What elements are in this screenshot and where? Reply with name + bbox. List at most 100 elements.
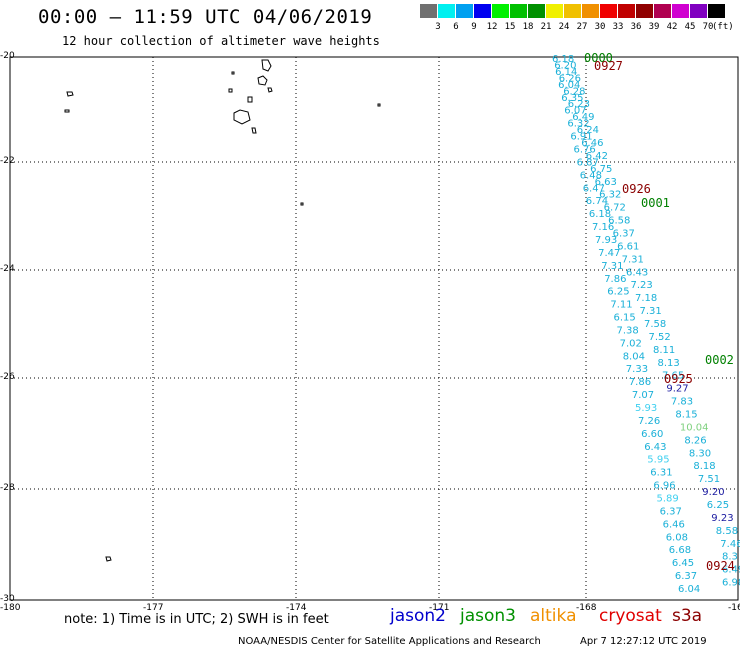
wave-height-value: 6.26 [559,73,581,84]
wave-height-value: 6.37 [613,229,635,240]
pass-time-label: 0927 [594,59,623,73]
latitude-label: -20 [0,51,15,61]
wave-height-value: 5.95 [647,455,669,466]
wave-height-value: 6.25 [707,500,729,511]
wave-height-value: 7.52 [649,332,671,343]
wave-height-value: 7.65 [662,371,684,382]
wave-height-value: 7.18 [635,293,657,304]
color-scale-label: 3 [435,22,441,32]
wave-height-value: 6.43 [644,442,666,453]
wave-height-value: 6.18 [589,209,611,220]
satellite-legend-item: s3a [672,606,703,626]
color-scale-label: 15 [504,22,516,32]
wave-height-value: 7.26 [638,416,660,427]
color-scale-unit: (ft) [712,22,734,32]
island-outline [300,202,304,206]
latitude-label: -22 [0,156,15,166]
island-outline [257,75,268,86]
wave-height-value: 7.23 [631,280,653,291]
wave-height-value: 8.30 [689,448,711,459]
wave-height-value: 6.32 [599,190,621,201]
color-scale-label: 33 [612,22,624,32]
color-scale-swatch [564,4,581,18]
island-outline [377,103,381,107]
wave-height-value: 6.98 [722,578,740,589]
color-scale-swatch [672,4,689,18]
island-outlines [64,59,381,562]
wave-height-value: 6.72 [604,203,626,214]
wave-height-value: 7.02 [620,338,642,349]
island-outline [66,91,74,97]
color-scale-label: 12 [486,22,498,32]
wave-height-value: 6.91 [570,132,592,143]
pass-time-label: 0002 [705,353,734,367]
wave-height-value: 8.15 [675,410,697,421]
wave-height-value: 6.20 [554,61,576,72]
wave-height-value: 7.47 [598,248,620,259]
wave-height-value: 6.49 [572,112,594,123]
satellite-legend-item: jason2 [390,606,446,626]
color-scale-label: 30 [594,22,606,32]
wave-height-value: 6.14 [555,67,577,78]
color-scale-swatch [618,4,635,18]
wave-height-value: 6.18 [552,54,574,65]
map-frame [9,56,739,601]
island-outline [231,71,235,75]
pass-time-label: 0924 [706,559,735,573]
wave-height-value: 9.23 [711,513,733,524]
latitude-label: -26 [0,372,15,382]
wave-height-value: 7.33 [626,364,648,375]
color-scale-swatch [492,4,509,18]
credit-line: NOAA/NESDIS Center for Satellite Applica… [238,636,541,647]
map-title: 00:00 — 11:59 UTC 04/06/2019 [38,6,373,28]
wave-height-value: 8.11 [653,345,675,356]
wave-height-value: 6.75 [590,164,612,175]
color-scale-swatch [528,4,545,18]
wave-height-value: 6.87 [577,157,599,168]
wave-height-value: 6.23 [568,99,590,110]
color-scale-label: 21 [540,22,552,32]
wave-height-value: 6.43 [626,267,648,278]
pass-time-label: 0001 [641,196,670,210]
color-scale-label: 36 [630,22,642,32]
island-outline [261,59,272,72]
satellite-legend-item: altika [530,606,577,626]
wave-height-value: 8.58 [716,526,738,537]
wave-height-value: 9.20 [702,487,724,498]
wave-height-value: 6.74 [586,196,608,207]
wave-height-value: 6.42 [586,151,608,162]
longitude-label: -168 [576,603,597,613]
color-scale-label: 18 [522,22,534,32]
color-scale-swatch [438,4,455,18]
wave-height-value: 6.47 [583,183,605,194]
color-scale-swatch [474,4,491,18]
wave-height-value: 6.63 [595,177,617,188]
wave-height-value: 6.04 [678,584,700,595]
wave-height-value: 7.46 [720,539,740,550]
wave-height-value: 7.93 [595,235,617,246]
wave-height-value: 7.38 [617,326,639,337]
latitude-label: -24 [0,264,15,274]
wave-height-value: 7.16 [592,222,614,233]
wave-height-value: 6.46 [663,519,685,530]
wave-height-value: 8.18 [693,461,715,472]
longitude-label: -165 [728,603,740,613]
pass-time-label: 0926 [622,182,651,196]
color-scale-label: 6 [453,22,459,32]
wave-height-value: 6.07 [564,106,586,117]
island-outline [105,556,112,562]
wave-height-value: 6.37 [675,571,697,582]
latitude-label: -28 [0,483,15,493]
latitude-label: -30 [0,594,15,604]
altimeter-track-values: 6.186.206.146.266.046.286.356.236.076.49… [552,51,740,595]
color-scale-label: 27 [576,22,588,32]
satellite-legend-item: cryosat [599,606,662,626]
wave-height-value: 6.04 [558,80,580,91]
footer-note: note: 1) Time is in UTC; 2) SWH is in fe… [64,612,329,627]
generated-timestamp: Apr 7 12:27:12 UTC 2019 [580,636,707,647]
color-scale-swatch [654,4,671,18]
pass-time-label: 0000 [584,51,613,65]
longitude-label: -180 [0,603,21,613]
wave-height-value: 7.31 [622,254,644,265]
island-outline [228,88,233,93]
